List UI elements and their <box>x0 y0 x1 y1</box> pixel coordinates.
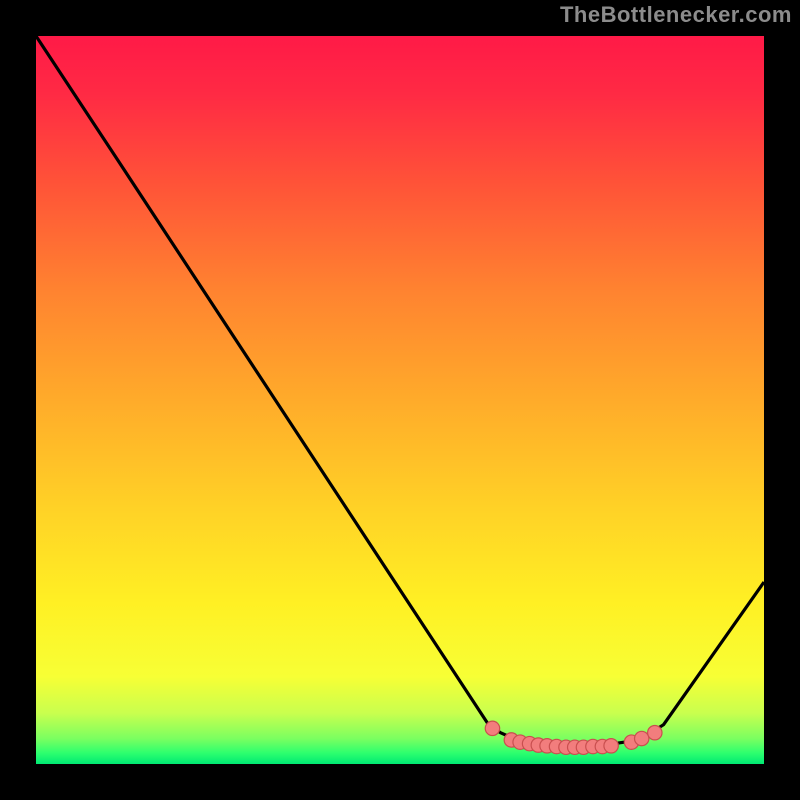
marker-dot <box>648 726 662 740</box>
marker-dot <box>485 721 499 735</box>
bottleneck-curve-chart <box>0 0 800 800</box>
watermark-label: TheBottlenecker.com <box>560 2 792 28</box>
chart-plot-background <box>36 36 764 764</box>
chart-container: TheBottlenecker.com <box>0 0 800 800</box>
marker-dot <box>604 739 618 753</box>
marker-dot <box>635 731 649 745</box>
